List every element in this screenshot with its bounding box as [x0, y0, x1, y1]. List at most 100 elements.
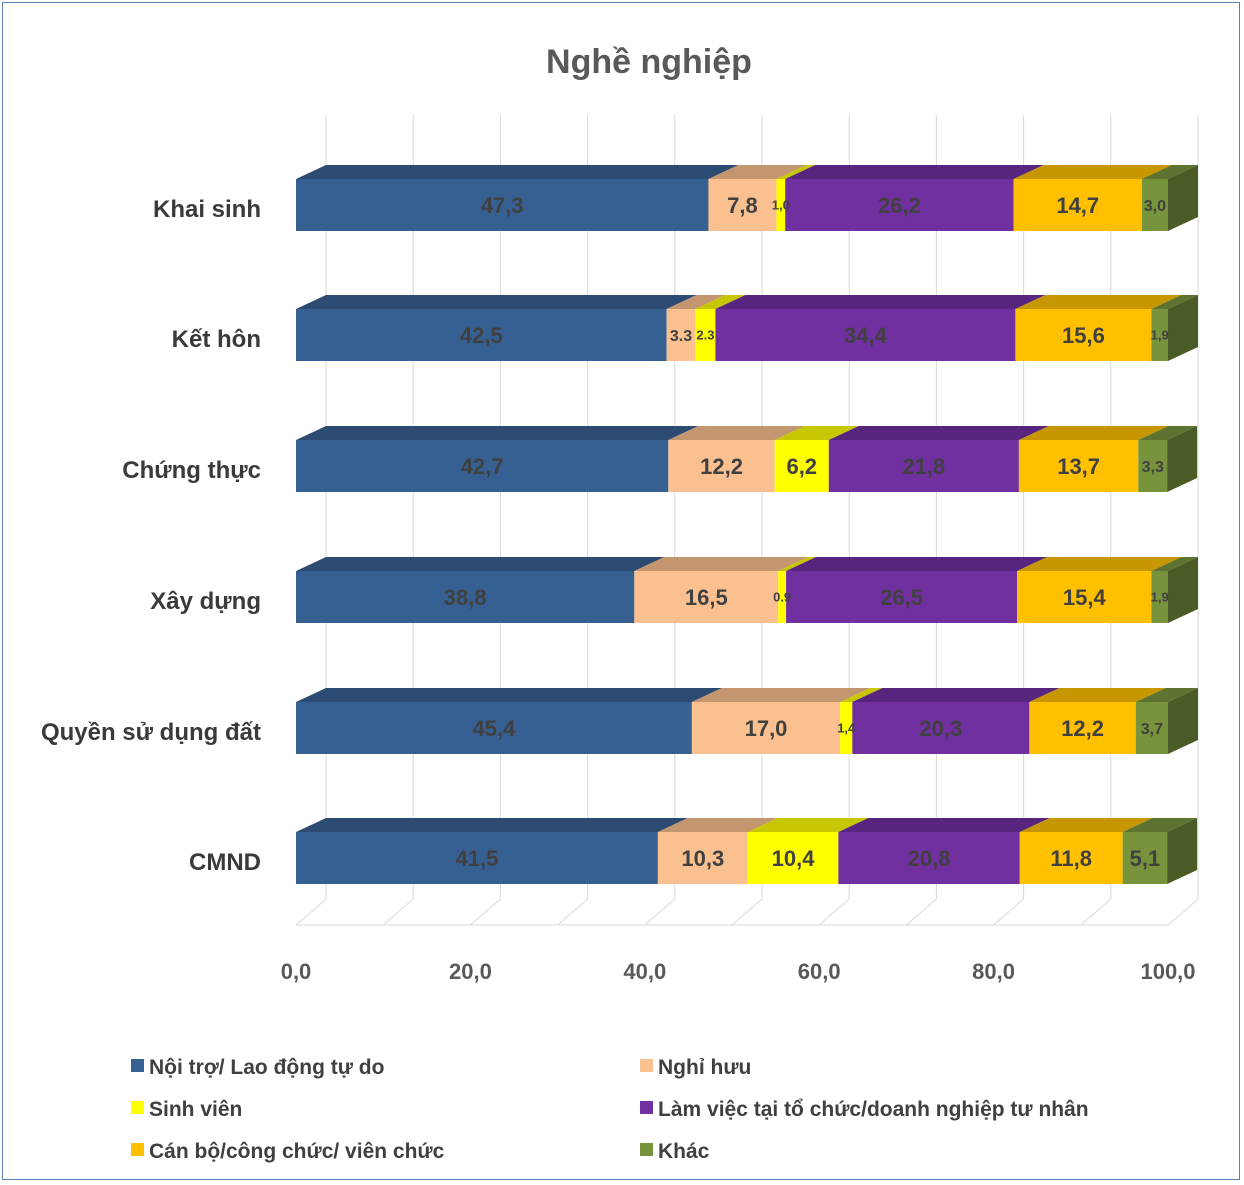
bar-top-lam-viec-tai-to-chuc-doanh-nghiep-tu-nhan [715, 295, 1046, 309]
data-label: 5,1 [1130, 846, 1161, 871]
bar-side-khac [1168, 295, 1198, 361]
bar-lam-viec-tai-to-chuc-doanh-nghiep-tu-nhan-quyen-su-dung-dat [852, 702, 1030, 754]
bar-top-noi-tro-lao-dong-tu-do [296, 688, 722, 702]
bar-lam-viec-tai-to-chuc-doanh-nghiep-tu-nhan-xay-dung [786, 571, 1018, 623]
data-label: 1,0 [772, 198, 790, 213]
data-label: 10,4 [772, 846, 816, 871]
bar-nghi-huu-xay-dung [634, 571, 779, 623]
data-label: 20,3 [919, 716, 962, 741]
bar-sinh-vien-cmnd [747, 832, 839, 884]
data-label: 1,9 [1151, 590, 1169, 605]
bar-side-khac [1168, 688, 1198, 754]
data-label: 47,3 [481, 193, 524, 218]
bar-khac-ket-hon [1151, 309, 1168, 361]
data-label: 15,6 [1062, 323, 1105, 348]
bar-khac-chung-thuc [1138, 440, 1168, 492]
data-label: 3,0 [1144, 198, 1166, 215]
category-label: Chứng thực [122, 457, 261, 484]
bar-top-lam-viec-tai-to-chuc-doanh-nghiep-tu-nhan [838, 818, 1050, 832]
legend-swatch-khac [640, 1143, 653, 1156]
category-label: Khai sinh [153, 196, 261, 223]
bar-lam-viec-tai-to-chuc-doanh-nghiep-tu-nhan-ket-hon [715, 309, 1016, 361]
bar-top-khac [1138, 426, 1198, 440]
chart-title: Nghề nghiệp [546, 43, 752, 81]
x-tick-label: 60,0 [798, 959, 841, 984]
bar-side-khac [1167, 426, 1198, 492]
data-label: 16,5 [685, 585, 728, 610]
floor-gridline [382, 898, 414, 926]
data-label: 1,4 [837, 721, 856, 736]
data-label: 1,9 [1151, 328, 1169, 343]
category-label: Kết hôn [172, 326, 261, 353]
legend-label-can-bo-cong-chuc-vien-chuc: Cán bộ/công chức/ viên chức [149, 1140, 445, 1163]
data-label: 41,5 [456, 846, 499, 871]
legend-label-khac: Khác [658, 1140, 710, 1163]
data-label: 2.3 [696, 328, 714, 343]
data-label: 13,7 [1057, 454, 1100, 479]
floor-gridline [644, 898, 676, 926]
bar-top-lam-viec-tai-to-chuc-doanh-nghiep-tu-nhan [852, 688, 1060, 702]
floor-gridline [731, 898, 763, 926]
category-label: Xây dựng [150, 588, 261, 615]
bar-noi-tro-lao-dong-tu-do-quyen-su-dung-dat [296, 702, 692, 754]
bar-sinh-vien-xay-dung [778, 571, 787, 623]
bar-top-can-bo-cong-chuc-vien-chuc [1019, 818, 1153, 832]
bar-side-khac [1168, 557, 1198, 623]
floor-gridline [906, 898, 937, 926]
bar-noi-tro-lao-dong-tu-do-khai-sinh [296, 179, 709, 231]
bar-top-lam-viec-tai-to-chuc-doanh-nghiep-tu-nhan [786, 557, 1048, 571]
data-label: 11,8 [1050, 846, 1092, 871]
bar-sinh-vien-ket-hon [695, 309, 716, 361]
legend-label-lam-viec-tai-to-chuc-doanh-nghiep-tu-nhan: Làm việc tại tổ chức/doanh nghiệp tư nhâ… [658, 1098, 1089, 1121]
data-label: 21,8 [902, 454, 945, 479]
bar-top-nghi-huu [657, 818, 778, 832]
floor-gridline [1167, 898, 1199, 926]
data-label: 15,4 [1063, 585, 1107, 610]
bar-lam-viec-tai-to-chuc-doanh-nghiep-tu-nhan-khai-sinh [785, 179, 1014, 231]
bars-layer: 47,3 7,8 1,0 26,2 14,7 3,0 42,5 3.3 2.3 34,4 15,6 1… [296, 165, 1198, 884]
bar-can-bo-cong-chuc-vien-chuc-cmnd [1019, 832, 1123, 884]
bar-lam-viec-tai-to-chuc-doanh-nghiep-tu-nhan-chung-thuc [828, 440, 1019, 492]
floor-gridline [1080, 898, 1112, 926]
bar-side-khac [1167, 818, 1198, 884]
data-label: 6,2 [786, 454, 817, 479]
stacked-bar-chart: Nghề nghiệp 47,3 7,8 1,0 26,2 14,7 3,0 42,5 3.3… [41, 43, 1199, 1163]
bar-sinh-vien-khai-sinh [776, 179, 786, 231]
legend: Nội trợ/ Lao động tự do Nghỉ hưu Sinh viên… [131, 1056, 1089, 1163]
bar-noi-tro-lao-dong-tu-do-xay-dung [296, 571, 635, 623]
bar-khac-cmnd [1122, 832, 1168, 884]
bar-khac-xay-dung [1151, 571, 1168, 623]
x-tick-label: 20,0 [449, 959, 492, 984]
data-label: 3.3 [670, 328, 692, 345]
bar-khac-quyen-su-dung-dat [1135, 702, 1168, 754]
data-label: 12,2 [1061, 716, 1104, 741]
legend-swatch-can-bo-cong-chuc-vien-chuc [131, 1143, 144, 1156]
bar-top-nghi-huu [666, 295, 726, 309]
legend-swatch-noi-tro-lao-dong-tu-do [131, 1059, 144, 1072]
legend-label-nghi-huu: Nghỉ hưu [658, 1056, 751, 1079]
bar-sinh-vien-chung-thuc [774, 440, 829, 492]
floor-gridline [818, 898, 850, 926]
bar-top-noi-tro-lao-dong-tu-do [296, 295, 697, 309]
x-tick-label: 100,0 [1140, 959, 1195, 984]
bar-top-can-bo-cong-chuc-vien-chuc [1017, 557, 1182, 571]
data-label: 20,8 [908, 846, 951, 871]
bar-top-khac [1151, 295, 1198, 309]
floor-gridline [295, 898, 327, 926]
data-label: 34,4 [844, 323, 888, 348]
bar-top-khac [1135, 688, 1198, 702]
bar-top-can-bo-cong-chuc-vien-chuc [1018, 426, 1169, 440]
bar-nghi-huu-quyen-su-dung-dat [691, 702, 841, 754]
bar-side-khac [1168, 165, 1198, 231]
legend-label-noi-tro-lao-dong-tu-do: Nội trợ/ Lao động tự do [149, 1056, 384, 1079]
bar-can-bo-cong-chuc-vien-chuc-khai-sinh [1013, 179, 1142, 231]
bar-top-lam-viec-tai-to-chuc-doanh-nghiep-tu-nhan [785, 165, 1044, 179]
data-label: 12,2 [700, 454, 743, 479]
x-axis-ticks: 0,0 20,0 40,0 60,0 80,0 100,0 [281, 959, 1196, 984]
bar-top-can-bo-cong-chuc-vien-chuc [1013, 165, 1172, 179]
floor-gridline [557, 898, 588, 926]
bar-nghi-huu-khai-sinh [708, 179, 777, 231]
bar-noi-tro-lao-dong-tu-do-chung-thuc [296, 440, 669, 492]
bar-can-bo-cong-chuc-vien-chuc-chung-thuc [1018, 440, 1139, 492]
